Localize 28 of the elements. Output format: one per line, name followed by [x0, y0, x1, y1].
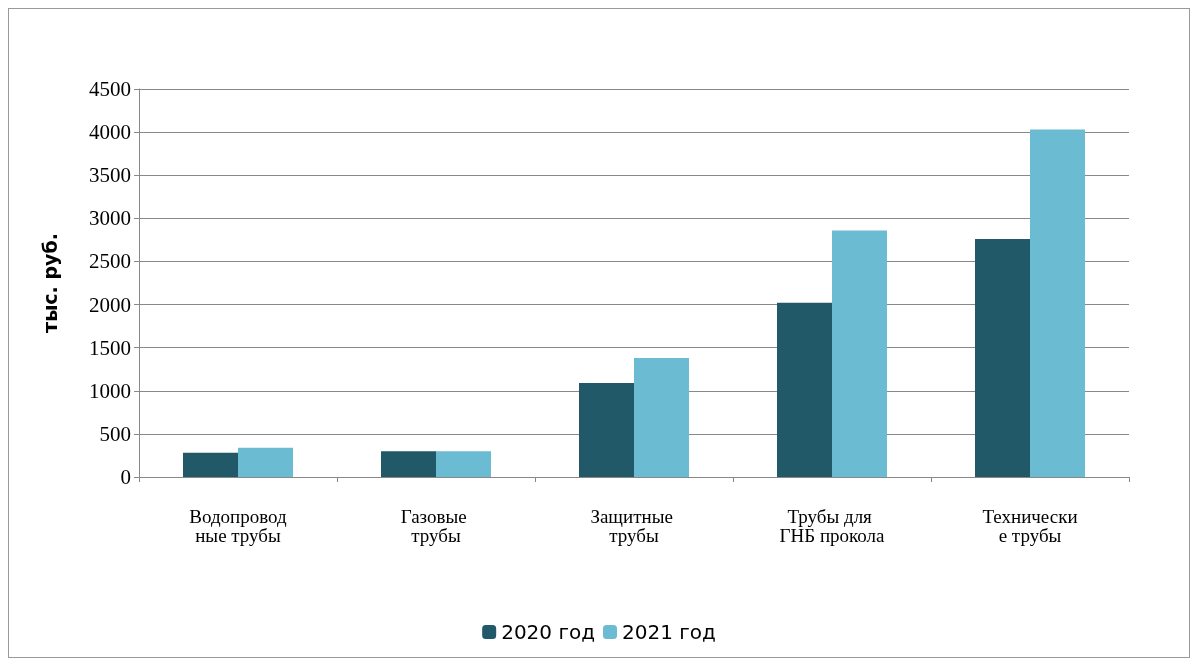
x-tick-label: Трубы для ГНБ прокола — [779, 506, 886, 546]
bar — [436, 451, 491, 477]
bar — [832, 230, 887, 477]
y-tick-label: 500 — [99, 421, 131, 446]
x-tick-label: Газовые трубы — [400, 506, 472, 546]
y-tick-label: 2500 — [89, 249, 131, 274]
y-tick-label: 2000 — [89, 292, 131, 317]
bar — [1030, 129, 1085, 477]
bar — [183, 452, 238, 477]
legend-label: 2021 год — [622, 620, 716, 644]
x-tick-label: Защитные трубы — [590, 506, 678, 546]
y-tick-label: 1500 — [89, 335, 131, 360]
bar — [381, 451, 436, 477]
y-tick-label: 1000 — [89, 378, 131, 403]
y-tick-label: 4000 — [89, 120, 131, 145]
bar — [579, 383, 634, 477]
bar — [777, 302, 832, 477]
x-tick-label: Технические трубы — [982, 506, 1078, 546]
bar — [634, 358, 689, 477]
legend-label: 2020 год — [501, 620, 595, 644]
y-tick-label: 3000 — [89, 206, 131, 231]
y-axis-title: тыс. руб. — [38, 233, 61, 333]
y-tick-label: 0 — [120, 465, 131, 489]
bar — [975, 239, 1030, 477]
bar — [238, 447, 293, 477]
y-tick-label: 4500 — [89, 77, 131, 101]
x-tick-label: Водопроводные трубы — [189, 506, 288, 546]
y-tick-label: 3500 — [89, 163, 131, 188]
